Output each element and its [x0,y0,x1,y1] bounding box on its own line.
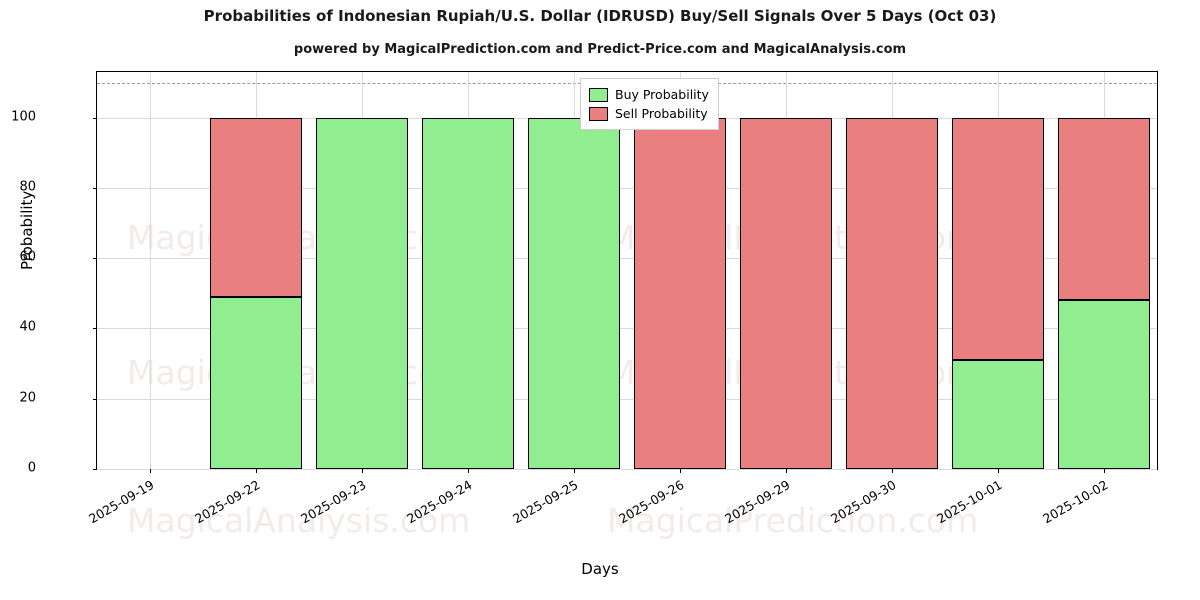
stacked-bar[interactable] [951,117,1045,469]
bar-segment-sell[interactable] [209,117,303,297]
x-tick-mark [362,469,363,473]
y-tick-label: 80 [19,179,36,195]
legend-label-buy: Buy Probability [615,87,709,102]
x-tick-label: 2025-09-19 [86,477,157,527]
chart-title: Probabilities of Indonesian Rupiah/U.S. … [203,7,997,25]
legend-item-sell: Sell Probability [589,104,709,123]
legend-label-sell: Sell Probability [615,106,708,121]
x-tick-label: 2025-09-24 [404,477,475,527]
y-tick-label: 100 [11,109,36,125]
stacked-bar[interactable] [209,117,303,469]
x-tick-label: 2025-09-26 [616,477,687,527]
x-tick-mark [1104,469,1105,473]
x-gridline [150,72,151,469]
chart-subtitle: powered by MagicalPrediction.com and Pre… [293,42,907,57]
bar-segment-buy[interactable] [209,296,303,469]
x-tick-mark [680,469,681,473]
bar-segment-sell[interactable] [1057,117,1151,301]
bar-segment-sell[interactable] [845,117,939,469]
y-tick-mark [93,398,97,400]
bar-segment-buy[interactable] [527,117,621,469]
x-tick-label: 2025-09-22 [192,477,263,527]
bar-segment-buy[interactable] [421,117,515,469]
x-axis-label: Days [581,560,619,578]
stacked-bar[interactable] [315,117,409,469]
stacked-bar[interactable] [421,117,515,469]
x-tick-label: 2025-10-01 [934,477,1005,527]
chart-legend: Buy Probability Sell Probability [580,78,719,130]
stacked-bar[interactable] [739,117,833,469]
x-tick-mark [256,469,257,473]
x-tick-label: 2025-09-29 [722,477,793,527]
bar-segment-buy[interactable] [315,117,409,469]
y-tick-label: 40 [19,319,36,335]
y-tick-mark [93,469,97,470]
legend-swatch-buy [589,87,608,102]
x-tick-label: 2025-10-02 [1040,477,1111,527]
stacked-bar[interactable] [527,117,621,469]
stacked-bar[interactable] [633,117,727,469]
x-tick-mark [150,469,151,473]
x-tick-label: 2025-09-25 [510,477,581,527]
x-tick-mark [574,469,575,473]
x-tick-label: 2025-09-30 [828,477,899,527]
stacked-bar[interactable] [845,117,939,469]
x-tick-mark [892,469,893,473]
y-gridline [97,398,1157,400]
stacked-bar[interactable] [1057,117,1151,469]
y-tick-mark [93,187,97,189]
bar-segment-sell[interactable] [633,117,727,469]
x-tick-mark [998,469,999,473]
y-tick-label: 20 [19,390,36,406]
legend-swatch-sell [589,106,608,121]
plot-area: MagicalAnalysis.com MagicalPrediction.com… [93,71,1158,540]
bar-segment-buy[interactable] [1057,300,1151,469]
y-tick-label: 0 [27,460,36,476]
y-tick-mark [93,258,97,260]
x-tick-mark [468,469,469,473]
legend-item-buy: Buy Probability [589,85,709,104]
y-tick-mark [93,328,97,330]
bar-segment-buy[interactable] [951,360,1045,469]
y-tick-mark [93,117,97,119]
x-tick-mark [786,469,787,473]
y-tick-label: 60 [19,249,36,265]
x-tick-label: 2025-09-23 [298,477,369,527]
bar-segment-sell[interactable] [951,117,1045,361]
y-gridline [97,469,1157,470]
y-gridline [97,187,1157,189]
y-gridline [97,328,1157,330]
y-gridline [97,258,1157,260]
bar-segment-sell[interactable] [739,117,833,469]
